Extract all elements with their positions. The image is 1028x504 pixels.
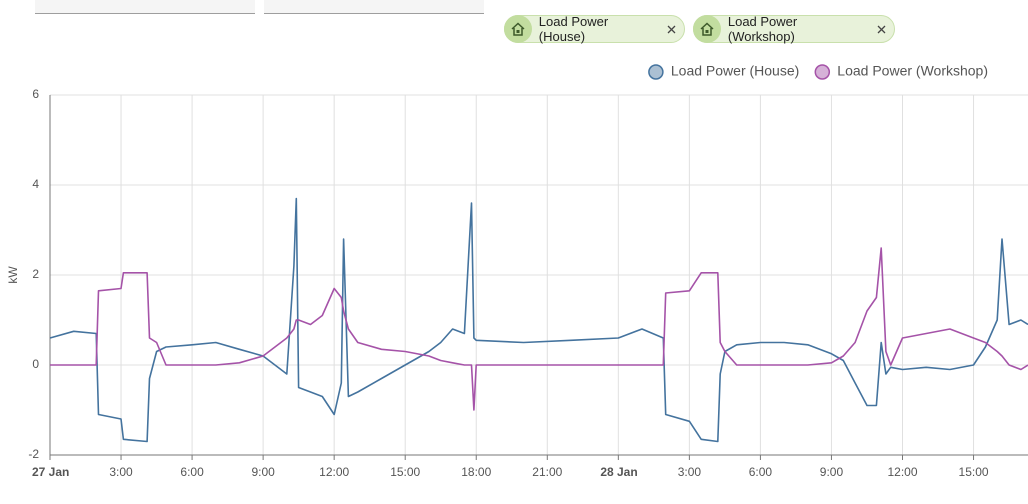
x-tick-label: 9:00 [820,465,844,479]
legend-swatch [648,64,664,80]
x-tick-label: 18:00 [461,465,491,479]
y-tick-label: -2 [28,447,39,461]
x-tick-label: 9:00 [251,465,275,479]
chip-label: Load Power (House) [538,14,609,44]
legend-item[interactable]: Load Power (House) [648,63,799,80]
x-tick-label: 27 Jan [32,465,69,479]
y-tick-label: 4 [32,177,39,191]
legend-label: Load Power (Workshop) [837,63,988,79]
y-axis-label: kW [6,266,20,284]
series-line [49,197,1028,443]
legend-item[interactable]: Load Power (Workshop) [814,63,988,80]
y-tick-label: 6 [32,87,39,101]
chip-label: Load Power (Workshop) [727,14,798,44]
chip-remove[interactable] [667,25,676,34]
x-tick-label: 3:00 [109,465,133,479]
x-tick-label: 12:00 [887,465,917,479]
legend-swatch [814,64,831,80]
x-tick-label: 6:00 [180,465,204,479]
x-tick-label: 28 Jan [600,465,637,479]
input-field[interactable] [264,0,484,14]
filter-chip[interactable]: Load Power (House) [504,14,685,44]
chip-icon [504,15,532,43]
series-line [50,247,1028,411]
x-tick-label: 6:00 [749,465,773,479]
y-tick-label: 2 [32,267,39,281]
x-tick-label: 15:00 [390,465,420,479]
y-tick-label: 0 [32,357,39,371]
filter-chip[interactable]: Load Power (Workshop) [693,14,895,44]
input-field[interactable] [35,0,255,14]
x-tick-label: 15:00 [959,465,989,479]
x-tick-label: 12:00 [319,465,349,479]
chip-icon [693,15,721,43]
chip-remove[interactable] [877,25,886,34]
legend-label: Load Power (House) [671,63,799,79]
x-tick-label: 3:00 [678,465,702,479]
x-tick-label: 21:00 [532,465,562,479]
